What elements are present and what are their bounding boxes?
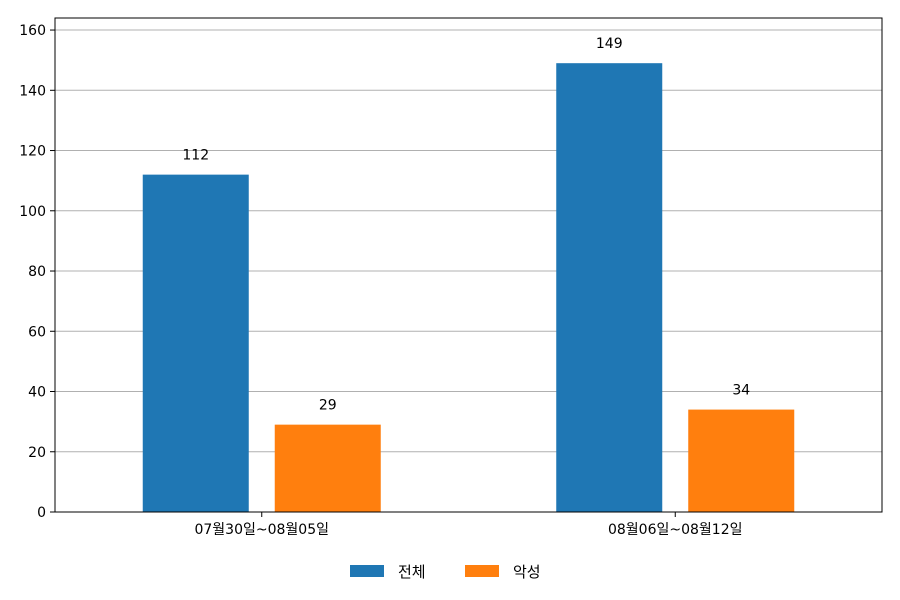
legend-swatch: [465, 565, 499, 577]
legend-label: 전체: [398, 563, 426, 581]
y-tick-label: 0: [37, 505, 46, 521]
y-tick-label: 60: [28, 324, 46, 340]
y-tick-label: 40: [28, 385, 46, 401]
data-labels: 112 29 149 34: [182, 36, 750, 413]
data-label: 34: [732, 383, 750, 399]
plot-frame: [54, 17, 883, 513]
bars: [142, 63, 795, 513]
x-tick-label: 07월30일~08월05일: [194, 522, 329, 538]
y-tick-label: 20: [28, 445, 46, 461]
legend-swatch: [350, 565, 384, 577]
x-tick-label: 08월06일~08월12일: [608, 522, 743, 538]
legend-item: 전체: [350, 563, 426, 581]
data-label: 29: [319, 398, 337, 414]
bar-malicious: [274, 424, 381, 512]
data-label: 149: [596, 36, 623, 52]
y-tick-label: 160: [19, 23, 46, 39]
axes: 0 20 40 60 80 100 120 140 160 07월30일~08월05일 08월06일…: [19, 23, 742, 538]
data-label: 112: [182, 148, 209, 164]
legend: 전체 악성: [350, 563, 541, 581]
legend-label: 악성: [513, 563, 541, 581]
bar-total: [556, 63, 663, 513]
bar-total: [142, 174, 249, 512]
y-tick-label: 120: [19, 144, 46, 160]
y-tick-label: 100: [19, 204, 46, 220]
bar-malicious: [688, 409, 795, 512]
y-tick-label: 80: [28, 264, 46, 280]
y-tick-label: 140: [19, 83, 46, 99]
legend-item: 악성: [465, 563, 541, 581]
